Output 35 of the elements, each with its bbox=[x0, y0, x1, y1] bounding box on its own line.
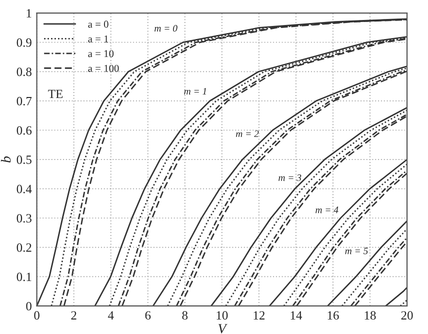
x-tick-label: 20 bbox=[401, 311, 413, 320]
y-tick-label: 0.4 bbox=[16, 184, 32, 194]
y-tick-label: 0.1 bbox=[16, 272, 32, 282]
annotation: m = 0 bbox=[154, 25, 178, 32]
annotation: m = 2 bbox=[236, 130, 259, 137]
x-tick-label: 10 bbox=[216, 311, 228, 320]
x-tick-label: 12 bbox=[254, 311, 264, 320]
legend-label: a = 100 bbox=[88, 64, 119, 72]
x-tick-label: 2 bbox=[71, 311, 76, 320]
y-tick-label: 0.3 bbox=[16, 214, 32, 223]
annotation: m = 5 bbox=[345, 248, 368, 254]
legend-label: a = 10 bbox=[88, 50, 114, 58]
y-tick-label: 0.7 bbox=[16, 96, 32, 106]
annotation: m = 4 bbox=[316, 206, 338, 214]
y-tick-label: 0 bbox=[26, 302, 32, 310]
annotation: m = 3 bbox=[278, 174, 302, 181]
y-tick-label: 0.2 bbox=[16, 243, 32, 252]
annotation: m = 1 bbox=[184, 88, 206, 94]
x-tick-label: 4 bbox=[108, 311, 114, 320]
y-tick-label: 1 bbox=[26, 9, 32, 18]
y-axis-title: b bbox=[0, 156, 11, 162]
y-tick-label: 0.5 bbox=[16, 156, 32, 164]
legend-label: a = 1 bbox=[88, 35, 108, 42]
y-tick-label: 0.9 bbox=[16, 38, 32, 47]
y-tick-label: 0.8 bbox=[16, 68, 32, 76]
x-tick-label: 0 bbox=[34, 311, 40, 320]
y-tick-label: 0.6 bbox=[16, 126, 32, 135]
x-tick-label: 8 bbox=[182, 311, 188, 320]
x-axis-title: V bbox=[218, 324, 228, 334]
x-tick-label: 16 bbox=[328, 311, 339, 320]
annotation: TE bbox=[48, 90, 63, 98]
x-tick-label: 14 bbox=[290, 311, 302, 320]
x-tick-label: 6 bbox=[145, 311, 151, 320]
legend-label: a = 0 bbox=[88, 20, 108, 28]
x-tick-label: 18 bbox=[364, 311, 376, 320]
